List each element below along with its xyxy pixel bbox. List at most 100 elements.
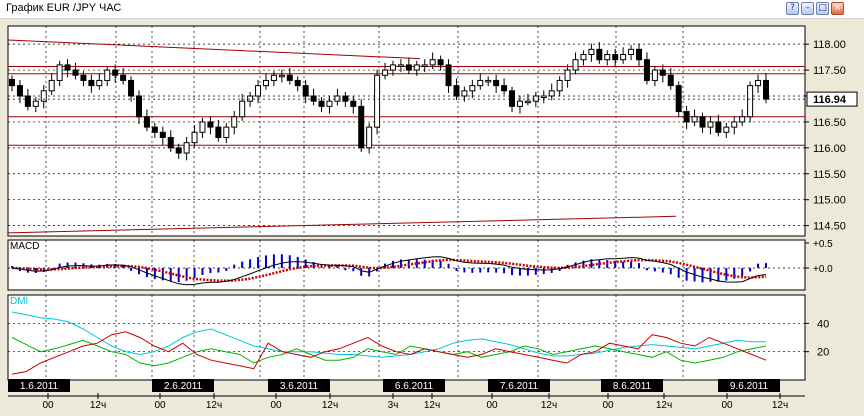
dmi-pane — [7, 294, 806, 381]
candle-body — [437, 59, 444, 66]
candle-body — [48, 79, 55, 92]
candle-body — [493, 79, 500, 87]
date-tag-bg — [488, 379, 550, 392]
candle-body — [88, 79, 95, 87]
candle-body — [366, 126, 373, 149]
candle-body — [326, 100, 333, 107]
candle-body — [643, 59, 650, 81]
candle-body — [659, 69, 666, 76]
time-axis-label: 12ч — [656, 400, 672, 411]
candle-body — [310, 95, 317, 102]
date-tag-bg — [601, 379, 663, 392]
dmi-title: DMI — [10, 296, 28, 307]
minimize-button[interactable]: – — [801, 2, 814, 15]
chart-area: 118.00117.50117.00116.50116.00115.50115.… — [7, 25, 858, 411]
candle-body — [421, 64, 428, 67]
date-tag-bg — [268, 379, 330, 392]
candle-body — [477, 79, 484, 87]
candle-body — [374, 74, 381, 128]
candle-body — [183, 142, 190, 154]
dmi-axis-label: 20 — [817, 347, 829, 359]
candle-body — [747, 85, 754, 118]
candle-body — [548, 90, 555, 97]
candle-body — [564, 69, 571, 81]
date-tag-label: 3.6.2011 — [280, 381, 319, 392]
candle-body — [318, 100, 325, 107]
candle-body — [636, 48, 643, 61]
price-axis-label: 114.50 — [813, 221, 846, 233]
candle-body — [691, 116, 698, 123]
candle-body — [231, 116, 238, 128]
candle-body — [723, 126, 730, 133]
candle-body — [501, 85, 508, 92]
maximize-button[interactable]: □ — [816, 2, 829, 15]
candle-body — [96, 79, 103, 87]
window-title: График EUR /JPY ЧАС — [6, 2, 122, 14]
candle-body — [24, 95, 31, 107]
candle-body — [620, 54, 627, 61]
candle-body — [707, 121, 714, 128]
date-tag-bg — [383, 379, 445, 392]
candle-body — [342, 95, 349, 102]
candle-body — [596, 48, 603, 61]
candle-body — [405, 64, 412, 71]
time-axis-label: 00 — [42, 400, 54, 411]
candle-body — [286, 74, 293, 81]
candle-body — [302, 85, 309, 97]
candle-body — [56, 64, 63, 81]
time-axis-label: 12ч — [90, 400, 106, 411]
candle-body — [382, 69, 389, 76]
close-button[interactable]: × — [831, 2, 844, 15]
last-price-label: 116.94 — [813, 94, 847, 106]
date-tag-label: 7.6.2011 — [500, 381, 539, 392]
candle-body — [524, 100, 531, 104]
dmi-plusdi-line — [11, 337, 767, 367]
candle-body — [143, 116, 150, 128]
price-axis-label: 116.50 — [813, 117, 846, 129]
candle-body — [167, 136, 174, 149]
candle-body — [572, 59, 579, 71]
date-tag-label: 1.6.2011 — [20, 381, 59, 392]
candle-body — [739, 116, 746, 123]
time-axis-label: 12ч — [772, 400, 788, 411]
candle-body — [358, 105, 365, 149]
candle-body — [128, 79, 135, 97]
candle-body — [199, 121, 206, 133]
candle-body — [461, 90, 468, 97]
time-axis-label: 12ч — [206, 400, 222, 411]
candle-body — [151, 126, 158, 133]
help-button[interactable]: ? — [786, 2, 799, 15]
time-axis-label: 12ч — [322, 400, 338, 411]
candle-body — [675, 85, 682, 113]
candle-body — [135, 95, 142, 118]
candle-body — [699, 116, 706, 128]
candle-body — [453, 85, 460, 97]
candle-body — [350, 100, 357, 107]
candle-body — [16, 85, 23, 97]
last-price-box — [806, 91, 858, 107]
date-tag-label: 9.6.2011 — [730, 381, 769, 392]
price-pane — [7, 25, 806, 237]
price-axis-label: 118.00 — [813, 39, 846, 51]
time-axis-label: 00 — [486, 400, 498, 411]
candle-body — [215, 126, 222, 138]
candle-body — [32, 100, 39, 107]
candle-body — [588, 48, 595, 56]
candle-body — [9, 78, 15, 87]
candle-body — [469, 85, 476, 92]
candle-body — [239, 100, 246, 118]
candle-body — [40, 90, 47, 102]
candle-body — [247, 95, 254, 102]
dmi-axis-label: 40 — [817, 318, 829, 330]
date-tag-bg — [718, 379, 780, 392]
candle-body — [580, 54, 587, 61]
candle-body — [612, 54, 619, 61]
candle-body — [397, 64, 404, 67]
time-axis-label: 00 — [154, 400, 166, 411]
candle-body — [429, 59, 436, 66]
candle-body — [731, 121, 738, 128]
price-axis-label: 117.50 — [813, 65, 846, 77]
date-tag-bg — [8, 379, 70, 392]
candle-body — [755, 79, 762, 87]
